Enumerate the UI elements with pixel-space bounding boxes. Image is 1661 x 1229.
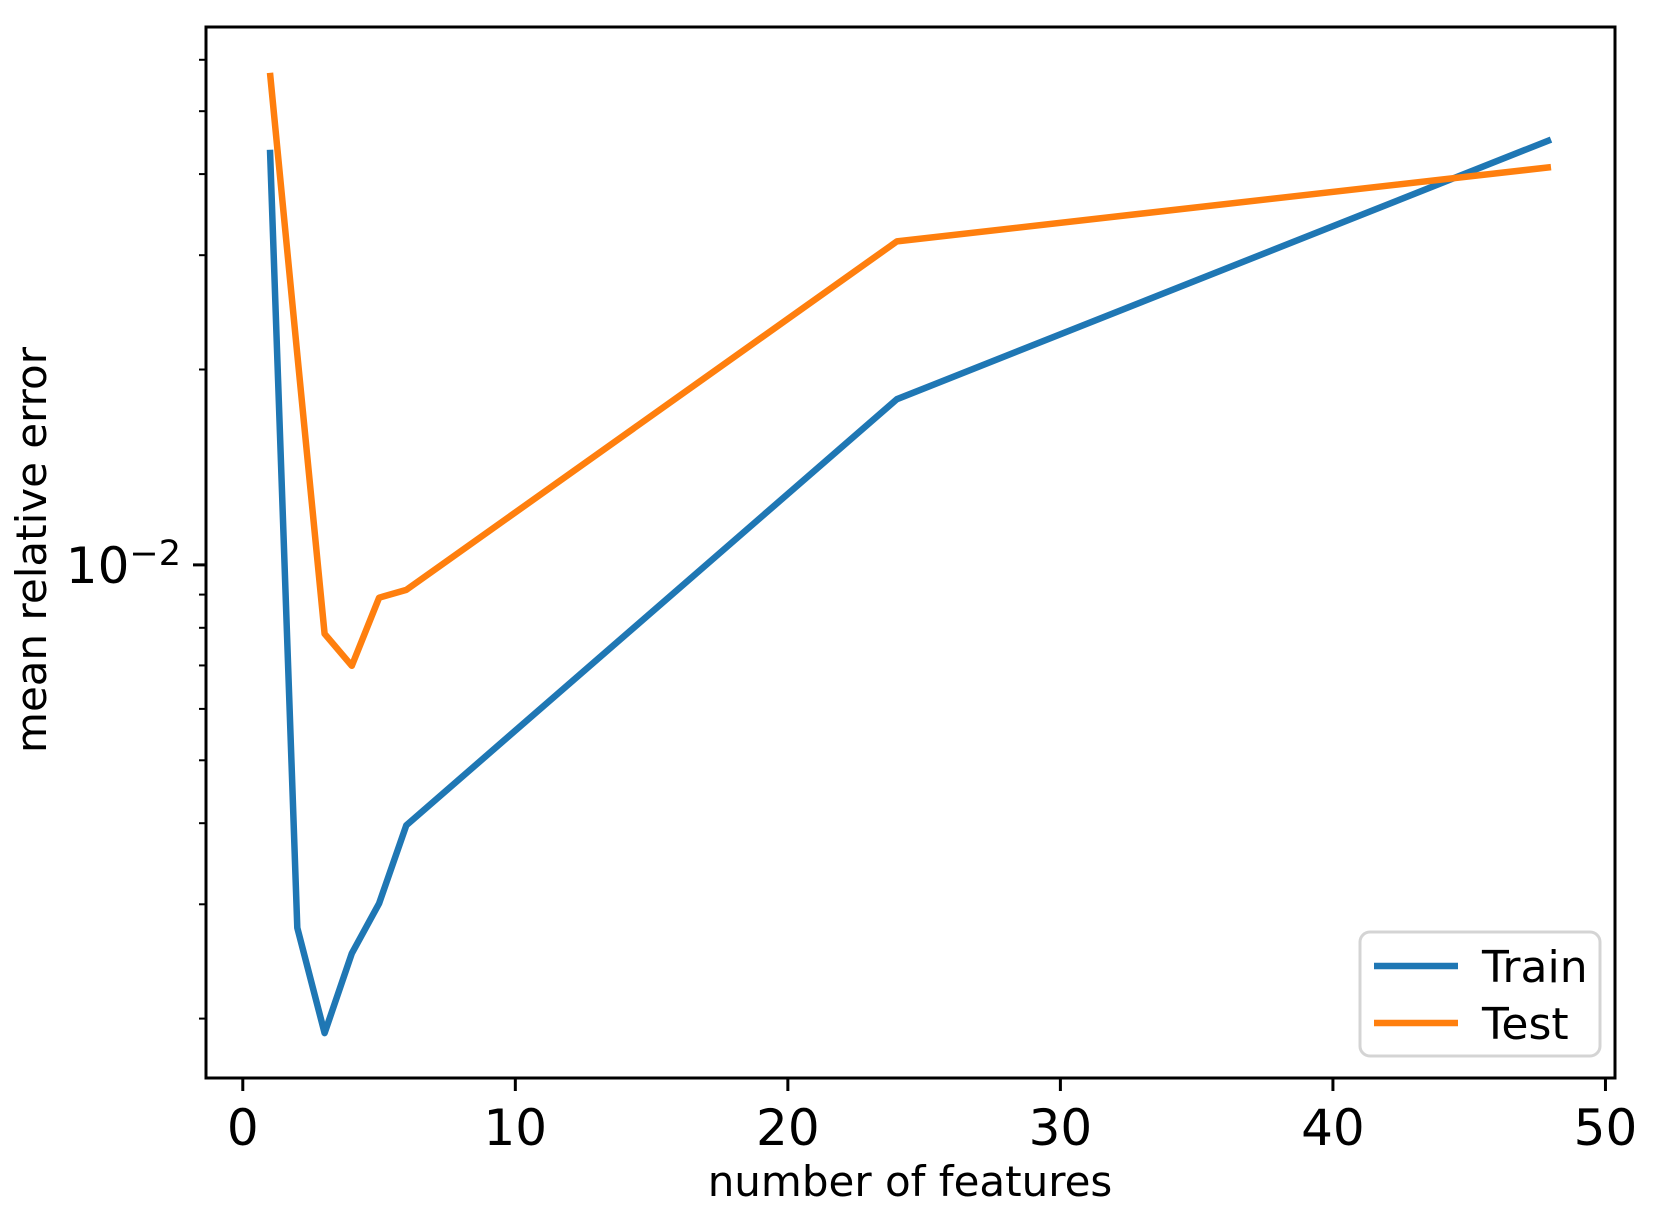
y-tick-label-1e-2: 10−2 xyxy=(66,534,181,595)
legend-label-train: Train xyxy=(1481,942,1588,993)
plot-lines xyxy=(266,72,1553,1037)
train-line xyxy=(266,136,1553,1037)
x-tick-label: 20 xyxy=(756,1099,820,1157)
legend: Train Test xyxy=(1358,930,1602,1058)
axis-ticks: 0 10 20 30 40 50 xyxy=(193,58,1638,1157)
x-tick-label: 40 xyxy=(1301,1099,1365,1157)
x-tick-label: 50 xyxy=(1574,1099,1638,1157)
x-tick-label: 30 xyxy=(1029,1099,1093,1157)
plot-frame xyxy=(204,25,1617,1080)
y-axis-label: mean relative error xyxy=(7,346,56,753)
test-line xyxy=(266,72,1552,670)
legend-label-test: Test xyxy=(1481,999,1569,1050)
x-axis-label: number of features xyxy=(708,1157,1113,1206)
axes-spines xyxy=(204,25,1617,1080)
x-tick-label: 0 xyxy=(227,1099,259,1157)
x-tick-label: 10 xyxy=(484,1099,548,1157)
